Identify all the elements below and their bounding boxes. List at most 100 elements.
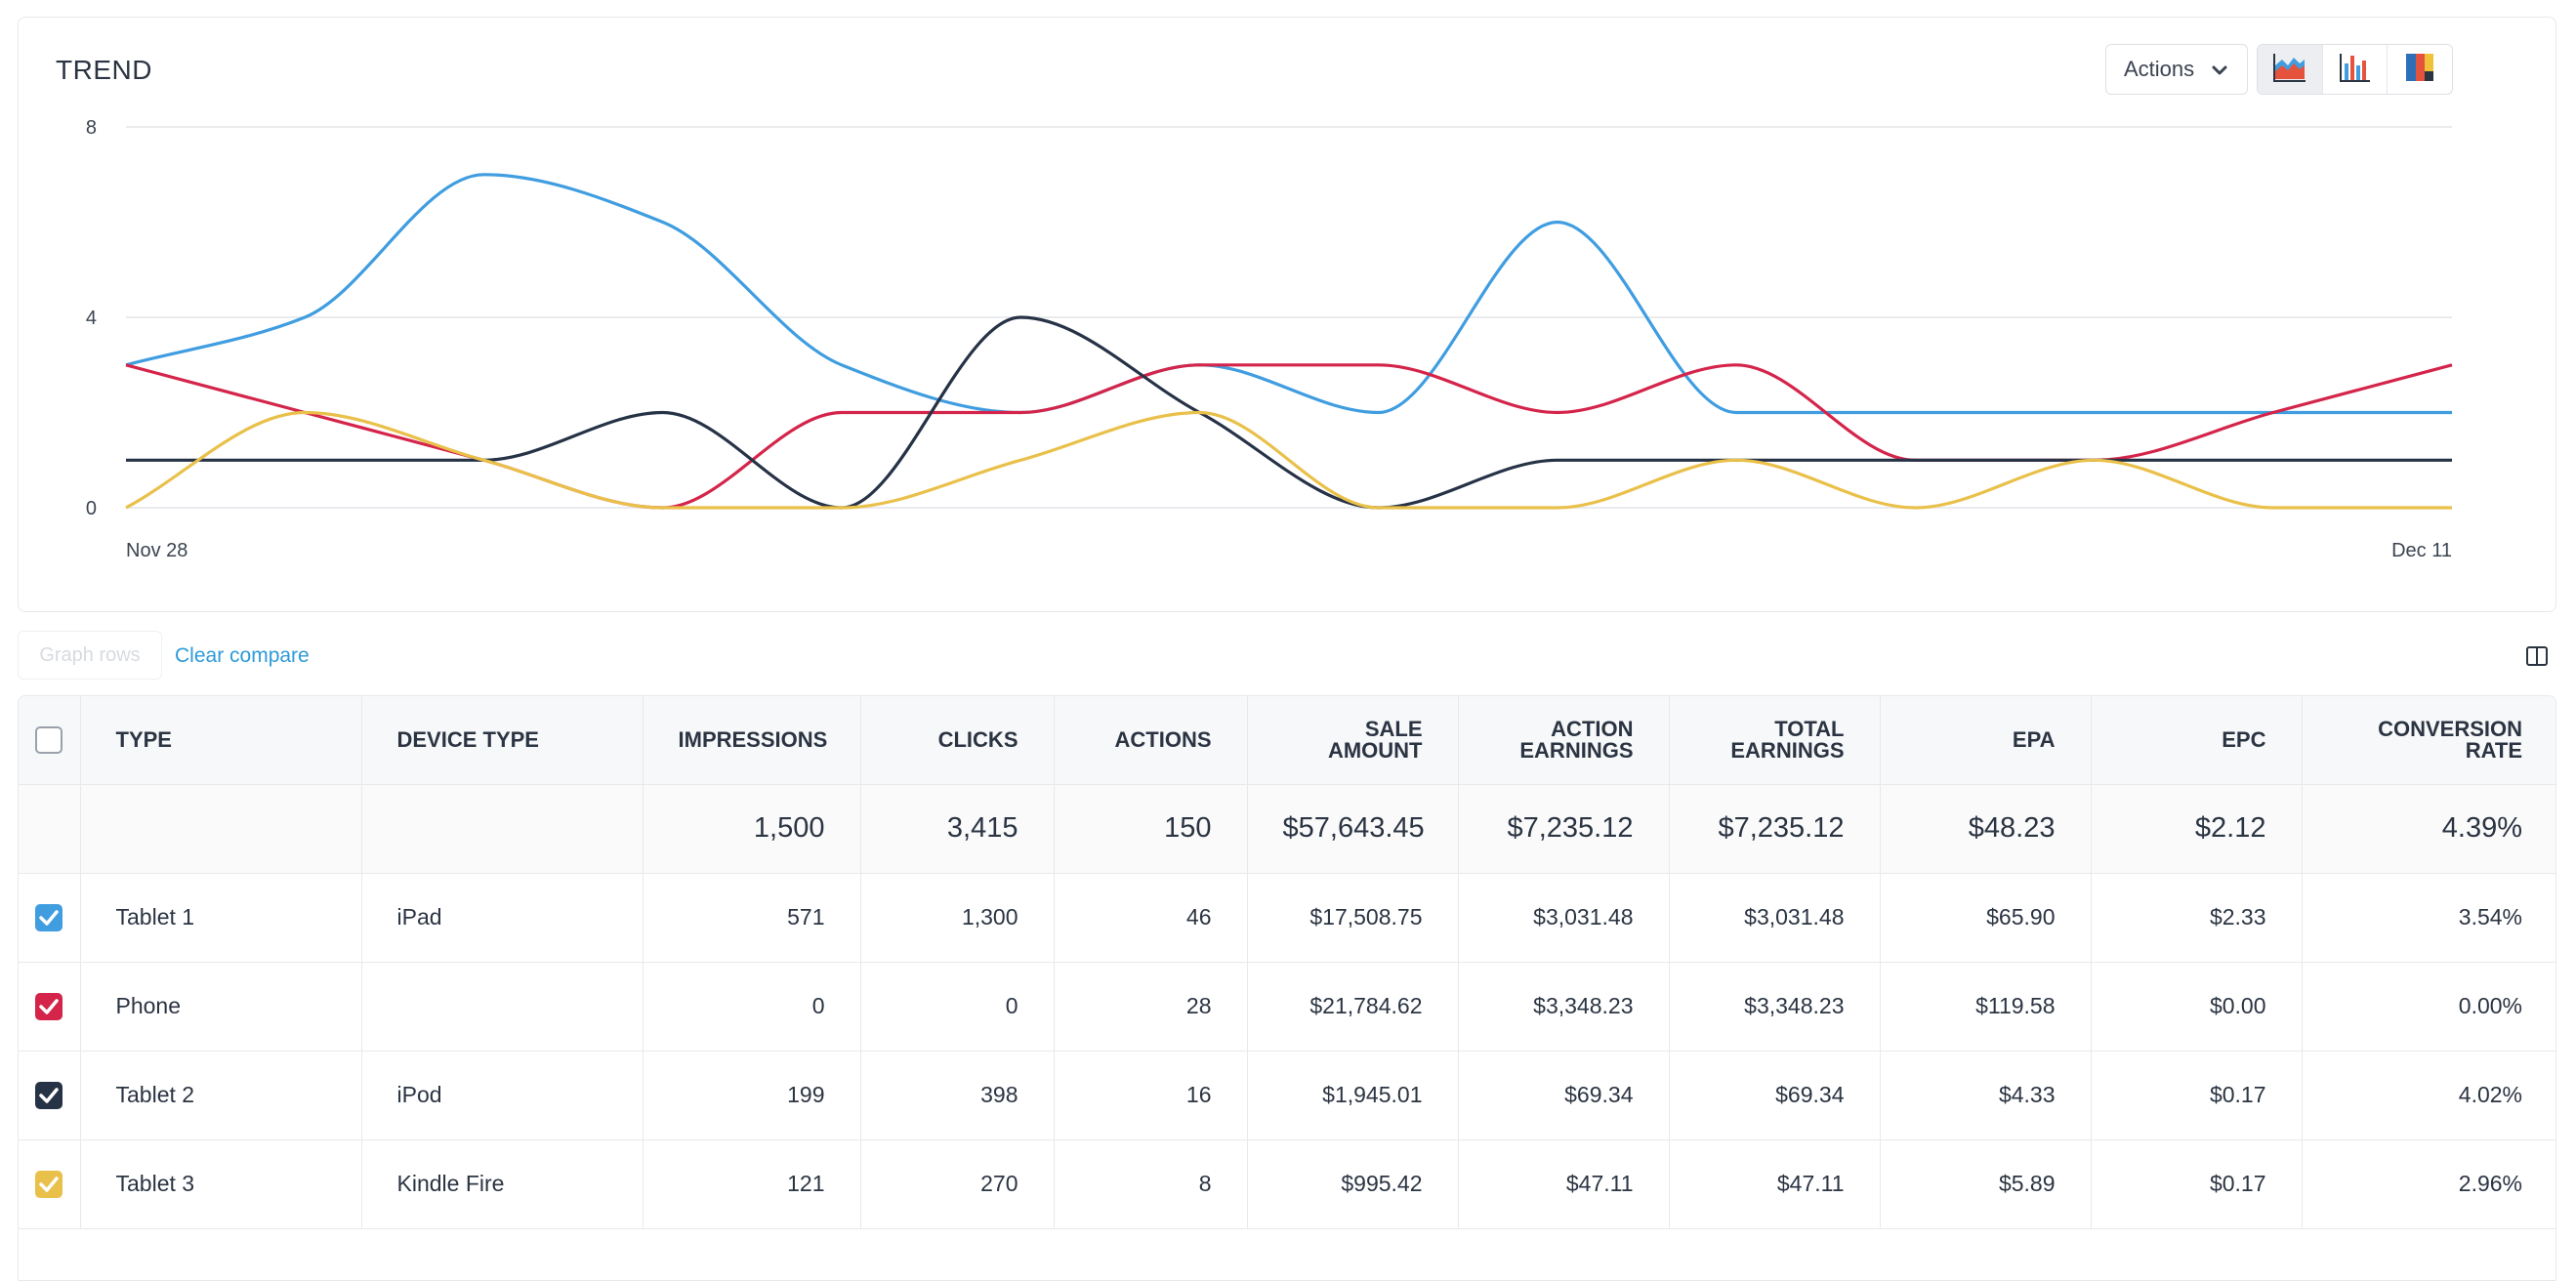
table-toolbar: Graph rows Clear compare (18, 631, 2556, 682)
totals-clicks: 3,415 (860, 784, 1055, 874)
row-checkbox[interactable] (35, 992, 63, 1020)
cell-epc: $0.17 (2091, 1139, 2303, 1229)
bar-chart-button[interactable] (2323, 45, 2389, 94)
header-row: TYPE DEVICE TYPE IMPRESSIONS CLICKS ACTI… (19, 696, 2555, 785)
cell-impressions: 199 (643, 1051, 861, 1140)
totals-conversion-rate: 4.39% (2302, 784, 2555, 874)
cell-actions[interactable]: 8 (1054, 1139, 1248, 1229)
check-icon (39, 910, 59, 926)
totals-cell (361, 784, 644, 874)
col-device-type[interactable]: DEVICE TYPE (361, 696, 644, 785)
cell-type: Tablet 3 (80, 1139, 362, 1229)
cell-total-earnings: $69.34 (1669, 1051, 1881, 1140)
actions-dropdown[interactable]: Actions (2105, 44, 2248, 95)
totals-cell (19, 784, 81, 874)
heatmap-chart-icon (2404, 52, 2435, 88)
series-line-1[interactable] (125, 363, 2453, 510)
card-title: TREND (56, 55, 152, 85)
cell-sale-amount: $1,945.01 (1247, 1051, 1459, 1140)
cell-device-type: Kindle Fire (361, 1139, 644, 1229)
cell-total-earnings: $3,031.48 (1669, 873, 1881, 963)
columns-icon[interactable] (2525, 644, 2549, 673)
row-checkbox-cell (19, 962, 81, 1052)
cell-device-type (361, 962, 644, 1052)
cell-clicks: 398 (860, 1051, 1055, 1140)
chevron-down-icon (2210, 61, 2229, 86)
totals-row: 1,500 3,415 150 $57,643.45 $7,235.12 $7,… (19, 784, 2555, 874)
stats-table: TYPE DEVICE TYPE IMPRESSIONS CLICKS ACTI… (18, 695, 2556, 1281)
row-checkbox[interactable] (35, 1081, 63, 1109)
col-total-earnings[interactable]: TOTAL EARNINGS (1669, 696, 1881, 785)
col-epc[interactable]: EPC (2091, 696, 2303, 785)
cell-type: Tablet 2 (80, 1051, 362, 1140)
heatmap-chart-button[interactable] (2388, 45, 2452, 94)
cell-clicks: 270 (860, 1139, 1055, 1229)
totals-sale-amount: $57,643.45 (1247, 784, 1459, 874)
cell-conversion-rate: 3.54% (2302, 873, 2555, 963)
actions-label: Actions (2124, 57, 2195, 81)
col-type[interactable]: TYPE (80, 696, 362, 785)
cell-sale-amount: $21,784.62 (1247, 962, 1459, 1052)
check-icon (39, 1177, 59, 1192)
cell-actions[interactable]: 28 (1054, 962, 1248, 1052)
cell-actions[interactable]: 16 (1054, 1051, 1248, 1140)
select-all-checkbox[interactable] (35, 725, 63, 754)
cell-conversion-rate: 2.96% (2302, 1139, 2555, 1229)
table-row: Tablet 2 iPod 199 398 16 $1,945.01 $69.34 $69.3… (19, 1051, 2555, 1140)
y-tick-label: 8 (86, 117, 97, 139)
trend-card: TREND Actions (18, 17, 2556, 612)
row-checkbox[interactable] (35, 903, 63, 931)
y-tick-label: 0 (86, 498, 97, 519)
area-chart-button[interactable] (2258, 45, 2323, 94)
graph-rows-button[interactable]: Graph rows (18, 631, 162, 680)
check-icon (39, 1088, 59, 1103)
series-line-2[interactable] (125, 315, 2452, 510)
totals-actions: 150 (1054, 784, 1248, 874)
col-actions[interactable]: ACTIONS (1054, 696, 1248, 785)
x-tick-label: Nov 28 (126, 540, 187, 561)
table-row: Tablet 3 Kindle Fire 121 270 8 $995.42 $47.11 $… (19, 1139, 2555, 1229)
totals-cell (80, 784, 362, 874)
cell-epa: $5.89 (1880, 1139, 2092, 1229)
cell-impressions: 121 (643, 1139, 861, 1229)
totals-impressions: 1,500 (643, 784, 861, 874)
cell-action-earnings: $3,348.23 (1458, 962, 1670, 1052)
cell-epc: $2.33 (2091, 873, 2303, 963)
x-tick-label: Dec 11 (2391, 540, 2452, 561)
y-tick-label: 4 (86, 308, 97, 329)
cell-device-type: iPod (361, 1051, 644, 1140)
series-line-0[interactable] (125, 173, 2452, 415)
check-icon (39, 999, 59, 1014)
cell-clicks: 1,300 (860, 873, 1055, 963)
row-checkbox-cell (19, 873, 81, 963)
col-impressions[interactable]: IMPRESSIONS (643, 696, 861, 785)
col-clicks[interactable]: CLICKS (860, 696, 1055, 785)
cell-epc: $0.00 (2091, 962, 2303, 1052)
cell-conversion-rate: 4.02% (2302, 1051, 2555, 1140)
table-row: Tablet 1 iPad 571 1,300 46 $17,508.75 $3,031.4… (19, 873, 2555, 963)
row-checkbox[interactable] (35, 1170, 63, 1198)
cell-total-earnings: $3,348.23 (1669, 962, 1881, 1052)
cell-actions[interactable]: 46 (1054, 873, 1248, 963)
col-action-earnings[interactable]: ACTION EARNINGS (1458, 696, 1670, 785)
totals-epc: $2.12 (2091, 784, 2303, 874)
clear-compare-link[interactable]: Clear compare (175, 644, 310, 667)
series-line-3[interactable] (125, 410, 2452, 510)
totals-epa: $48.23 (1880, 784, 2092, 874)
cell-epa: $119.58 (1880, 962, 2092, 1052)
area-chart-icon (2272, 52, 2307, 88)
col-conversion-rate[interactable]: CONVERSION RATE (2302, 696, 2555, 785)
cell-epa: $4.33 (1880, 1051, 2092, 1140)
cell-type: Phone (80, 962, 362, 1052)
cell-action-earnings: $3,031.48 (1458, 873, 1670, 963)
cell-type: Tablet 1 (80, 873, 362, 963)
totals-total-earnings: $7,235.12 (1669, 784, 1881, 874)
col-epa[interactable]: EPA (1880, 696, 2092, 785)
col-sale-amount[interactable]: SALE AMOUNT (1247, 696, 1459, 785)
cell-impressions: 0 (643, 962, 861, 1052)
cell-epa: $65.90 (1880, 873, 2092, 963)
row-checkbox-cell (19, 1139, 81, 1229)
cell-sale-amount: $17,508.75 (1247, 873, 1459, 963)
cell-conversion-rate: 0.00% (2302, 962, 2555, 1052)
table-row: Phone 0 0 28 $21,784.62 $3,348.23 $3,348.23 $11… (19, 962, 2555, 1052)
